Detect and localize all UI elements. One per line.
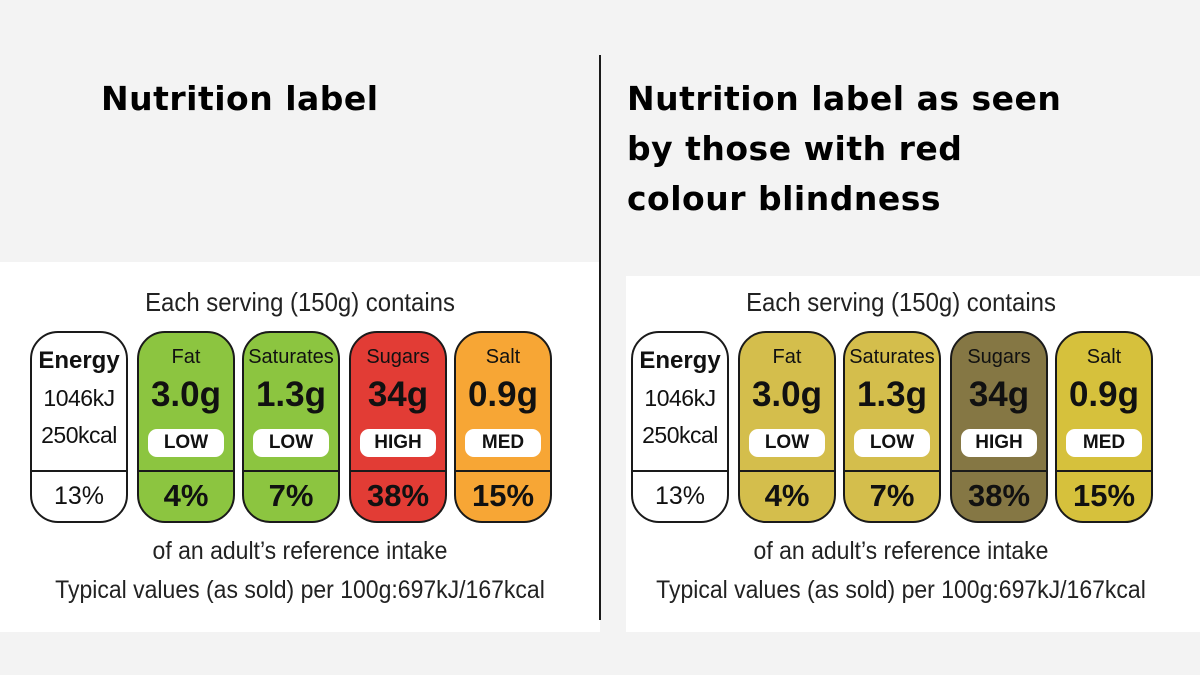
nutrient-percent: 7% <box>869 478 915 513</box>
nutrient-amount: 34g <box>968 375 1030 414</box>
nutrient-percent: 15% <box>1072 478 1136 513</box>
serving-header: Each serving (150g) contains <box>145 287 455 317</box>
column-divider <box>244 470 338 472</box>
panel-divider <box>599 55 601 620</box>
salt-column: Salt 0.9g MED 15% <box>1055 331 1153 523</box>
level-badge: MED <box>1066 429 1142 457</box>
nutrient-percent: 38% <box>366 478 430 513</box>
energy-percent: 13% <box>654 482 706 510</box>
nutrient-name: Saturates <box>248 346 334 368</box>
energy-kcal: 250kcal <box>642 422 718 448</box>
nutrient-percent: 38% <box>967 478 1031 513</box>
nutrient-name: Fat <box>772 346 802 368</box>
nutrition-label-colour-blind: Each serving (150g) contains Energy 1046… <box>601 285 1200 615</box>
energy-percent: 13% <box>53 482 105 510</box>
nutrient-name: Saturates <box>849 346 935 368</box>
energy-column: Energy 1046kJ 250kcal 13% <box>30 331 128 523</box>
nutrient-name: Sugars <box>366 346 430 368</box>
column-divider <box>845 470 939 472</box>
level-badge: MED <box>465 429 541 457</box>
level-badge: LOW <box>854 429 930 457</box>
nutrient-name: Salt <box>485 346 521 368</box>
column-divider <box>351 470 445 472</box>
nutrient-name: Salt <box>1086 346 1122 368</box>
column-divider <box>456 470 550 472</box>
saturates-column: Saturates 1.3g LOW 7% <box>242 331 340 523</box>
level-badge: LOW <box>148 429 224 457</box>
energy-kj: 1046kJ <box>644 385 716 411</box>
column-divider <box>32 470 126 472</box>
reference-intake-note: of an adult’s reference intake <box>753 537 1049 565</box>
sugars-column: Sugars 34g HIGH 38% <box>950 331 1048 523</box>
nutrient-percent: 4% <box>163 478 209 513</box>
sugars-column: Sugars 34g HIGH 38% <box>349 331 447 523</box>
energy-kcal: 250kcal <box>41 422 117 448</box>
energy-name: Energy <box>38 347 120 374</box>
nutrient-amount: 3.0g <box>751 375 823 414</box>
level-badge: HIGH <box>360 429 436 457</box>
nutrient-percent: 15% <box>471 478 535 513</box>
nutrient-amount: 0.9g <box>1068 375 1140 414</box>
right-title: Nutrition label as seen by those with re… <box>627 79 1062 218</box>
nutrient-name: Fat <box>171 346 201 368</box>
nutrient-amount: 1.3g <box>255 375 327 414</box>
nutrient-percent: 7% <box>268 478 314 513</box>
column-divider <box>740 470 834 472</box>
nutrient-name: Sugars <box>967 346 1031 368</box>
saturates-column: Saturates 1.3g LOW 7% <box>843 331 941 523</box>
nutrition-label-normal: Each serving (150g) contains Energy 1046… <box>0 285 600 615</box>
salt-column: Salt 0.9g MED 15% <box>454 331 552 523</box>
energy-column: Energy 1046kJ 250kcal 13% <box>631 331 729 523</box>
level-badge: HIGH <box>961 429 1037 457</box>
nutrient-amount: 1.3g <box>856 375 928 414</box>
energy-kj: 1046kJ <box>43 385 115 411</box>
reference-intake-note: of an adult’s reference intake <box>152 537 448 565</box>
column-divider <box>633 470 727 472</box>
level-badge: LOW <box>749 429 825 457</box>
fat-column: Fat 3.0g LOW 4% <box>738 331 836 523</box>
nutrient-amount: 0.9g <box>467 375 539 414</box>
typical-values: Typical values (as sold) per 100g:697kJ/… <box>55 576 545 604</box>
level-badge: LOW <box>253 429 329 457</box>
column-divider <box>1057 470 1151 472</box>
column-divider <box>139 470 233 472</box>
column-divider <box>952 470 1046 472</box>
left-title: Nutrition label <box>101 79 379 118</box>
fat-column: Fat 3.0g LOW 4% <box>137 331 235 523</box>
serving-header: Each serving (150g) contains <box>746 287 1056 317</box>
nutrient-percent: 4% <box>764 478 810 513</box>
nutrient-amount: 3.0g <box>150 375 222 414</box>
typical-values: Typical values (as sold) per 100g:697kJ/… <box>656 576 1146 604</box>
nutrient-amount: 34g <box>367 375 429 414</box>
energy-name: Energy <box>639 347 721 374</box>
